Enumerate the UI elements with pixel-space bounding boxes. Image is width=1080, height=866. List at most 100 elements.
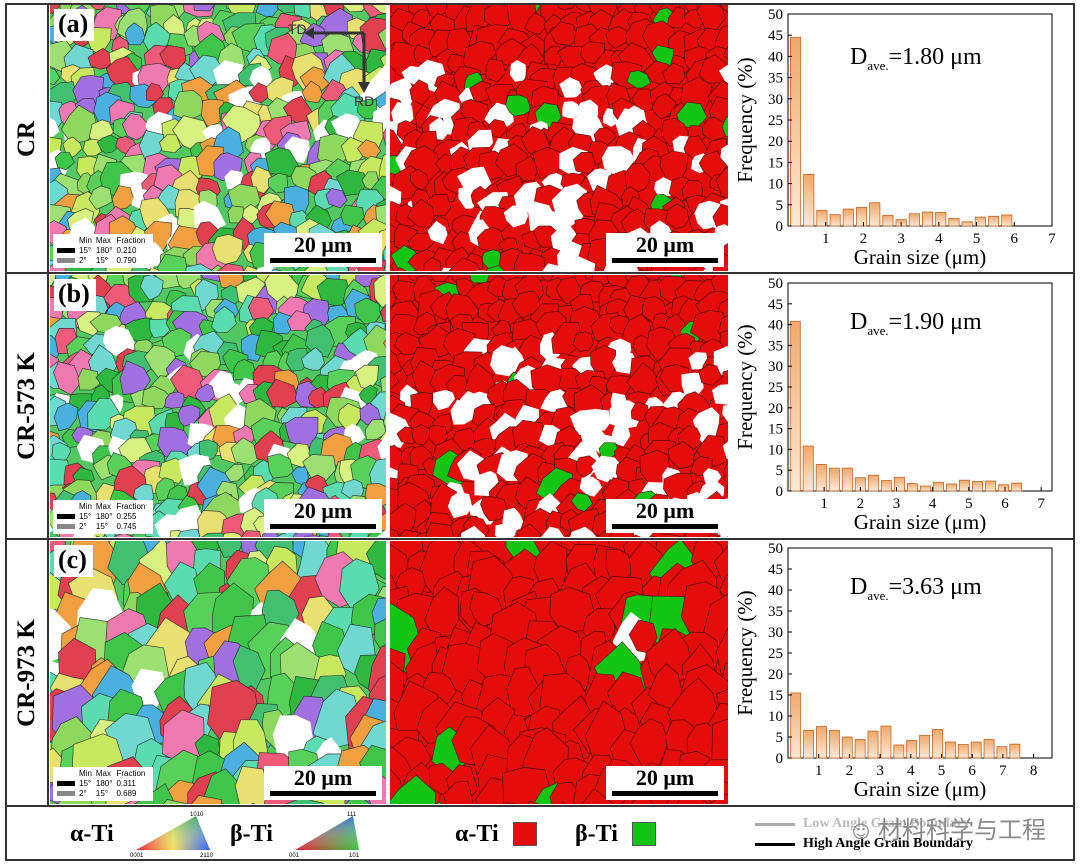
y-tick-label: 50 xyxy=(768,277,783,292)
histogram-bar xyxy=(880,725,892,759)
histogram-bar xyxy=(828,467,840,492)
x-tick-label: 2 xyxy=(860,231,868,247)
histogram-bar xyxy=(828,729,840,759)
x-axis-label: Grain size (μm) xyxy=(854,510,987,534)
histogram-bar xyxy=(803,729,814,759)
y-axis-label: Frequency (%) xyxy=(733,324,757,449)
histogram-bar xyxy=(789,320,801,492)
y-tick-label: 15 xyxy=(768,155,783,171)
x-tick-label: 4 xyxy=(929,496,937,512)
histogram-bar xyxy=(816,726,827,759)
y-tick-label: 20 xyxy=(768,667,783,683)
misorientation-table: Min Max Fraction 15° 180° 0.255 2° 15° 0.745 xyxy=(53,500,154,534)
direction-axes: TD RD xyxy=(288,19,380,109)
ipf-map-image xyxy=(50,5,386,271)
x-tick-label: 8 xyxy=(1030,763,1038,779)
phase-beta-swatch xyxy=(631,822,656,846)
y-tick-label: 15 xyxy=(768,688,783,704)
y-tick-label: 25 xyxy=(768,113,783,129)
y-tick-label: 5 xyxy=(776,463,784,479)
svg-text:111: 111 xyxy=(347,812,357,818)
histogram-bar xyxy=(961,221,973,227)
ipf-map-cr-573: (b) Min Max Fraction 15° 180° 0.255 2° 15° 0.7… xyxy=(50,275,386,537)
histogram-bar xyxy=(789,36,802,227)
x-tick-label: 4 xyxy=(907,763,915,779)
histogram-bar xyxy=(893,476,905,492)
histogram-bar xyxy=(987,215,1000,227)
separator xyxy=(5,272,1075,274)
x-tick-label: 1 xyxy=(815,763,823,779)
y-tick-label: 25 xyxy=(768,380,783,396)
histogram-bar xyxy=(972,481,983,492)
histogram-bar xyxy=(829,214,841,227)
y-tick-label: 35 xyxy=(768,604,783,620)
y-tick-label: 5 xyxy=(776,198,784,214)
x-tick-label: 5 xyxy=(938,763,946,779)
y-tick-label: 20 xyxy=(768,134,783,150)
histogram-bar xyxy=(867,474,879,492)
histogram-bar xyxy=(841,736,853,759)
histogram-bar xyxy=(1011,482,1023,492)
x-tick-label: 5 xyxy=(973,231,981,247)
high-angle-entry: High Angle Grain Boundary xyxy=(755,836,973,852)
histogram-bar xyxy=(882,214,894,227)
row-label-cr: CR xyxy=(12,120,40,157)
separator xyxy=(5,805,1075,807)
histogram-bar xyxy=(985,480,996,492)
x-tick-label: 7 xyxy=(1048,231,1056,247)
histogram-bar xyxy=(841,467,853,492)
y-axis-label: Frequency (%) xyxy=(733,590,757,715)
phase-alpha-swatch xyxy=(512,822,537,846)
x-tick-label: 1 xyxy=(820,496,828,512)
low-angle-label: Low Angle Grain Boundary xyxy=(803,816,970,831)
scale-bar: 20 μm xyxy=(264,499,382,533)
high-angle-label: High Angle Grain Boundary xyxy=(803,836,973,851)
histogram-bar xyxy=(919,485,931,492)
histogram-bar xyxy=(957,744,969,759)
histogram-bar xyxy=(869,202,881,227)
y-tick-label: 30 xyxy=(768,625,783,641)
scale-bar: 20 μm xyxy=(606,233,724,267)
y-tick-label: 45 xyxy=(768,562,783,578)
phase-map-image xyxy=(390,541,728,804)
y-tick-label: 40 xyxy=(768,318,783,334)
x-tick-label: 6 xyxy=(968,763,976,779)
y-tick-label: 30 xyxy=(768,92,783,108)
histogram-bar xyxy=(945,483,957,492)
histogram-bar xyxy=(815,463,827,492)
y-tick-label: 10 xyxy=(768,709,783,725)
y-tick-label: 40 xyxy=(768,583,783,599)
histogram-bar xyxy=(919,734,931,759)
scale-bar: 20 μm xyxy=(264,766,382,800)
x-tick-label: 2 xyxy=(857,496,865,512)
dave-label: Dave.=1.90 μm xyxy=(850,309,982,338)
misorientation-table: Min Max Fraction 15° 180° 0.311 2° 15° 0.689 xyxy=(53,767,154,801)
y-axis-label: Frequency (%) xyxy=(733,57,757,182)
legend-phase-beta: β-Ti xyxy=(575,807,656,861)
y-tick-label: 5 xyxy=(776,730,784,746)
y-tick-label: 45 xyxy=(768,28,783,44)
y-tick-label: 0 xyxy=(776,751,784,767)
y-tick-label: 15 xyxy=(768,422,783,438)
x-tick-label: 3 xyxy=(893,496,901,512)
panel-tag: (b) xyxy=(54,279,96,311)
y-tick-label: 0 xyxy=(776,219,784,235)
misorientation-table: Min Max Fraction 15° 180° 0.210 2° 15° 0.790 xyxy=(53,234,154,268)
x-tick-label: 3 xyxy=(897,231,905,247)
legend-phase-alpha: α-Ti xyxy=(455,807,537,861)
scale-bar: 20 μm xyxy=(606,766,724,800)
y-tick-label: 0 xyxy=(776,484,784,500)
figure-frame xyxy=(5,3,1075,861)
histogram-bar xyxy=(974,216,986,227)
row-label-cr-973: CR-973 K xyxy=(13,618,41,727)
high-angle-swatch xyxy=(755,842,795,846)
x-tick-label: 6 xyxy=(1001,496,1009,512)
legend-ipf-alpha: α-Ti 1010 0001 2110 xyxy=(70,807,218,861)
x-tick-label: 6 xyxy=(1011,231,1019,247)
histogram-cr-573: 0 5 10 15 20 25 30 35 40 45 50 1 2 3 4 5 6 7 Grain size (μ… xyxy=(732,277,1070,535)
watermark: ☺ 材料科学与工程 xyxy=(851,816,1046,844)
y-tick-label: 50 xyxy=(768,542,783,557)
histogram-bar xyxy=(921,211,934,227)
dave-label: Dave.=3.63 μm xyxy=(850,574,982,603)
x-axis-label: Grain size (μm) xyxy=(854,245,987,269)
